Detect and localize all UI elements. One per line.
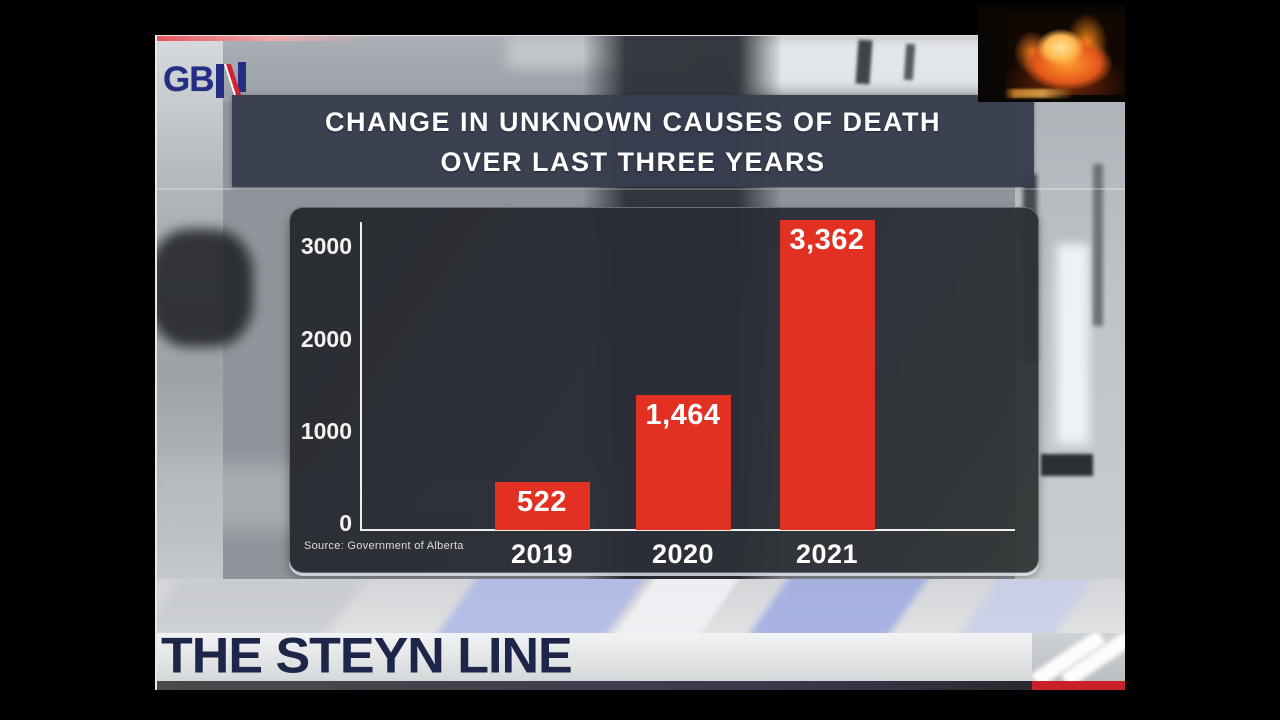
flames-image — [1006, 13, 1125, 95]
gbn-logo-n-icon — [215, 62, 246, 98]
bar-2019: 522 — [494, 482, 590, 530]
source-attribution: Source: Government of Alberta — [304, 540, 464, 552]
studio-backdrop — [157, 579, 1125, 633]
banner-shadow-strip — [157, 681, 1125, 690]
chart-title-banner: CHANGE IN UNKNOWN CAUSES OF DEATH OVER L… — [232, 95, 1034, 187]
backdrop-shape — [745, 579, 933, 633]
chart-title-line1: CHANGE IN UNKNOWN CAUSES OF DEATH — [325, 107, 941, 137]
video-frame: GB CHANGE IN UNKNOWN CAUSES OF DEATH OVE… — [155, 35, 1125, 690]
ceiling-light — [742, 36, 1022, 91]
red-accent-bar — [1032, 681, 1125, 690]
bar-value-label: 3,362 — [789, 224, 865, 256]
y-tick-label: 0 — [339, 510, 352, 536]
chart-title-line2: OVER LAST THREE YEARS — [440, 147, 826, 177]
bar-2020: 1,464 — [635, 395, 731, 530]
backdrop-shape — [433, 579, 651, 633]
y-tick-label: 1000 — [300, 417, 352, 444]
y-axis-line — [360, 222, 362, 531]
wall-monitor — [1041, 454, 1093, 476]
bar-value-label: 1,464 — [645, 399, 721, 431]
chart-panel: Source: Government of Alberta 0 1000 2000 3… — [289, 207, 1039, 573]
backdrop-shape — [955, 579, 1098, 633]
x-axis-line — [360, 529, 1015, 531]
bar-2021: 3,362 — [779, 220, 875, 530]
fire-thumbnail — [978, 5, 1125, 102]
x-axis-label: 2021 — [795, 539, 859, 569]
y-tick-label: 3000 — [300, 233, 352, 260]
x-axis-label: 2019 — [510, 539, 574, 569]
fire-thumbnail-caption — [1004, 89, 1074, 98]
lower-third-banner: THE STEYN LINE — [157, 628, 1125, 684]
gbn-logo: GB — [163, 58, 273, 102]
bright-door-light — [1057, 244, 1089, 444]
x-axis-label: 2020 — [651, 539, 715, 569]
diagonal-stripes-decoration — [1032, 633, 1125, 681]
top-red-sliver — [157, 36, 372, 41]
dark-equipment-blob — [157, 229, 253, 347]
gbn-logo-gb: GB — [163, 60, 214, 99]
y-tick-label: 2000 — [300, 325, 352, 352]
bar-value-label: 522 — [517, 486, 567, 518]
lower-third-title: THE STEYN LINE — [161, 628, 573, 684]
wall-trim-line — [157, 188, 1125, 190]
backdrop-shape — [157, 579, 371, 633]
door-frame-2 — [1093, 164, 1103, 326]
